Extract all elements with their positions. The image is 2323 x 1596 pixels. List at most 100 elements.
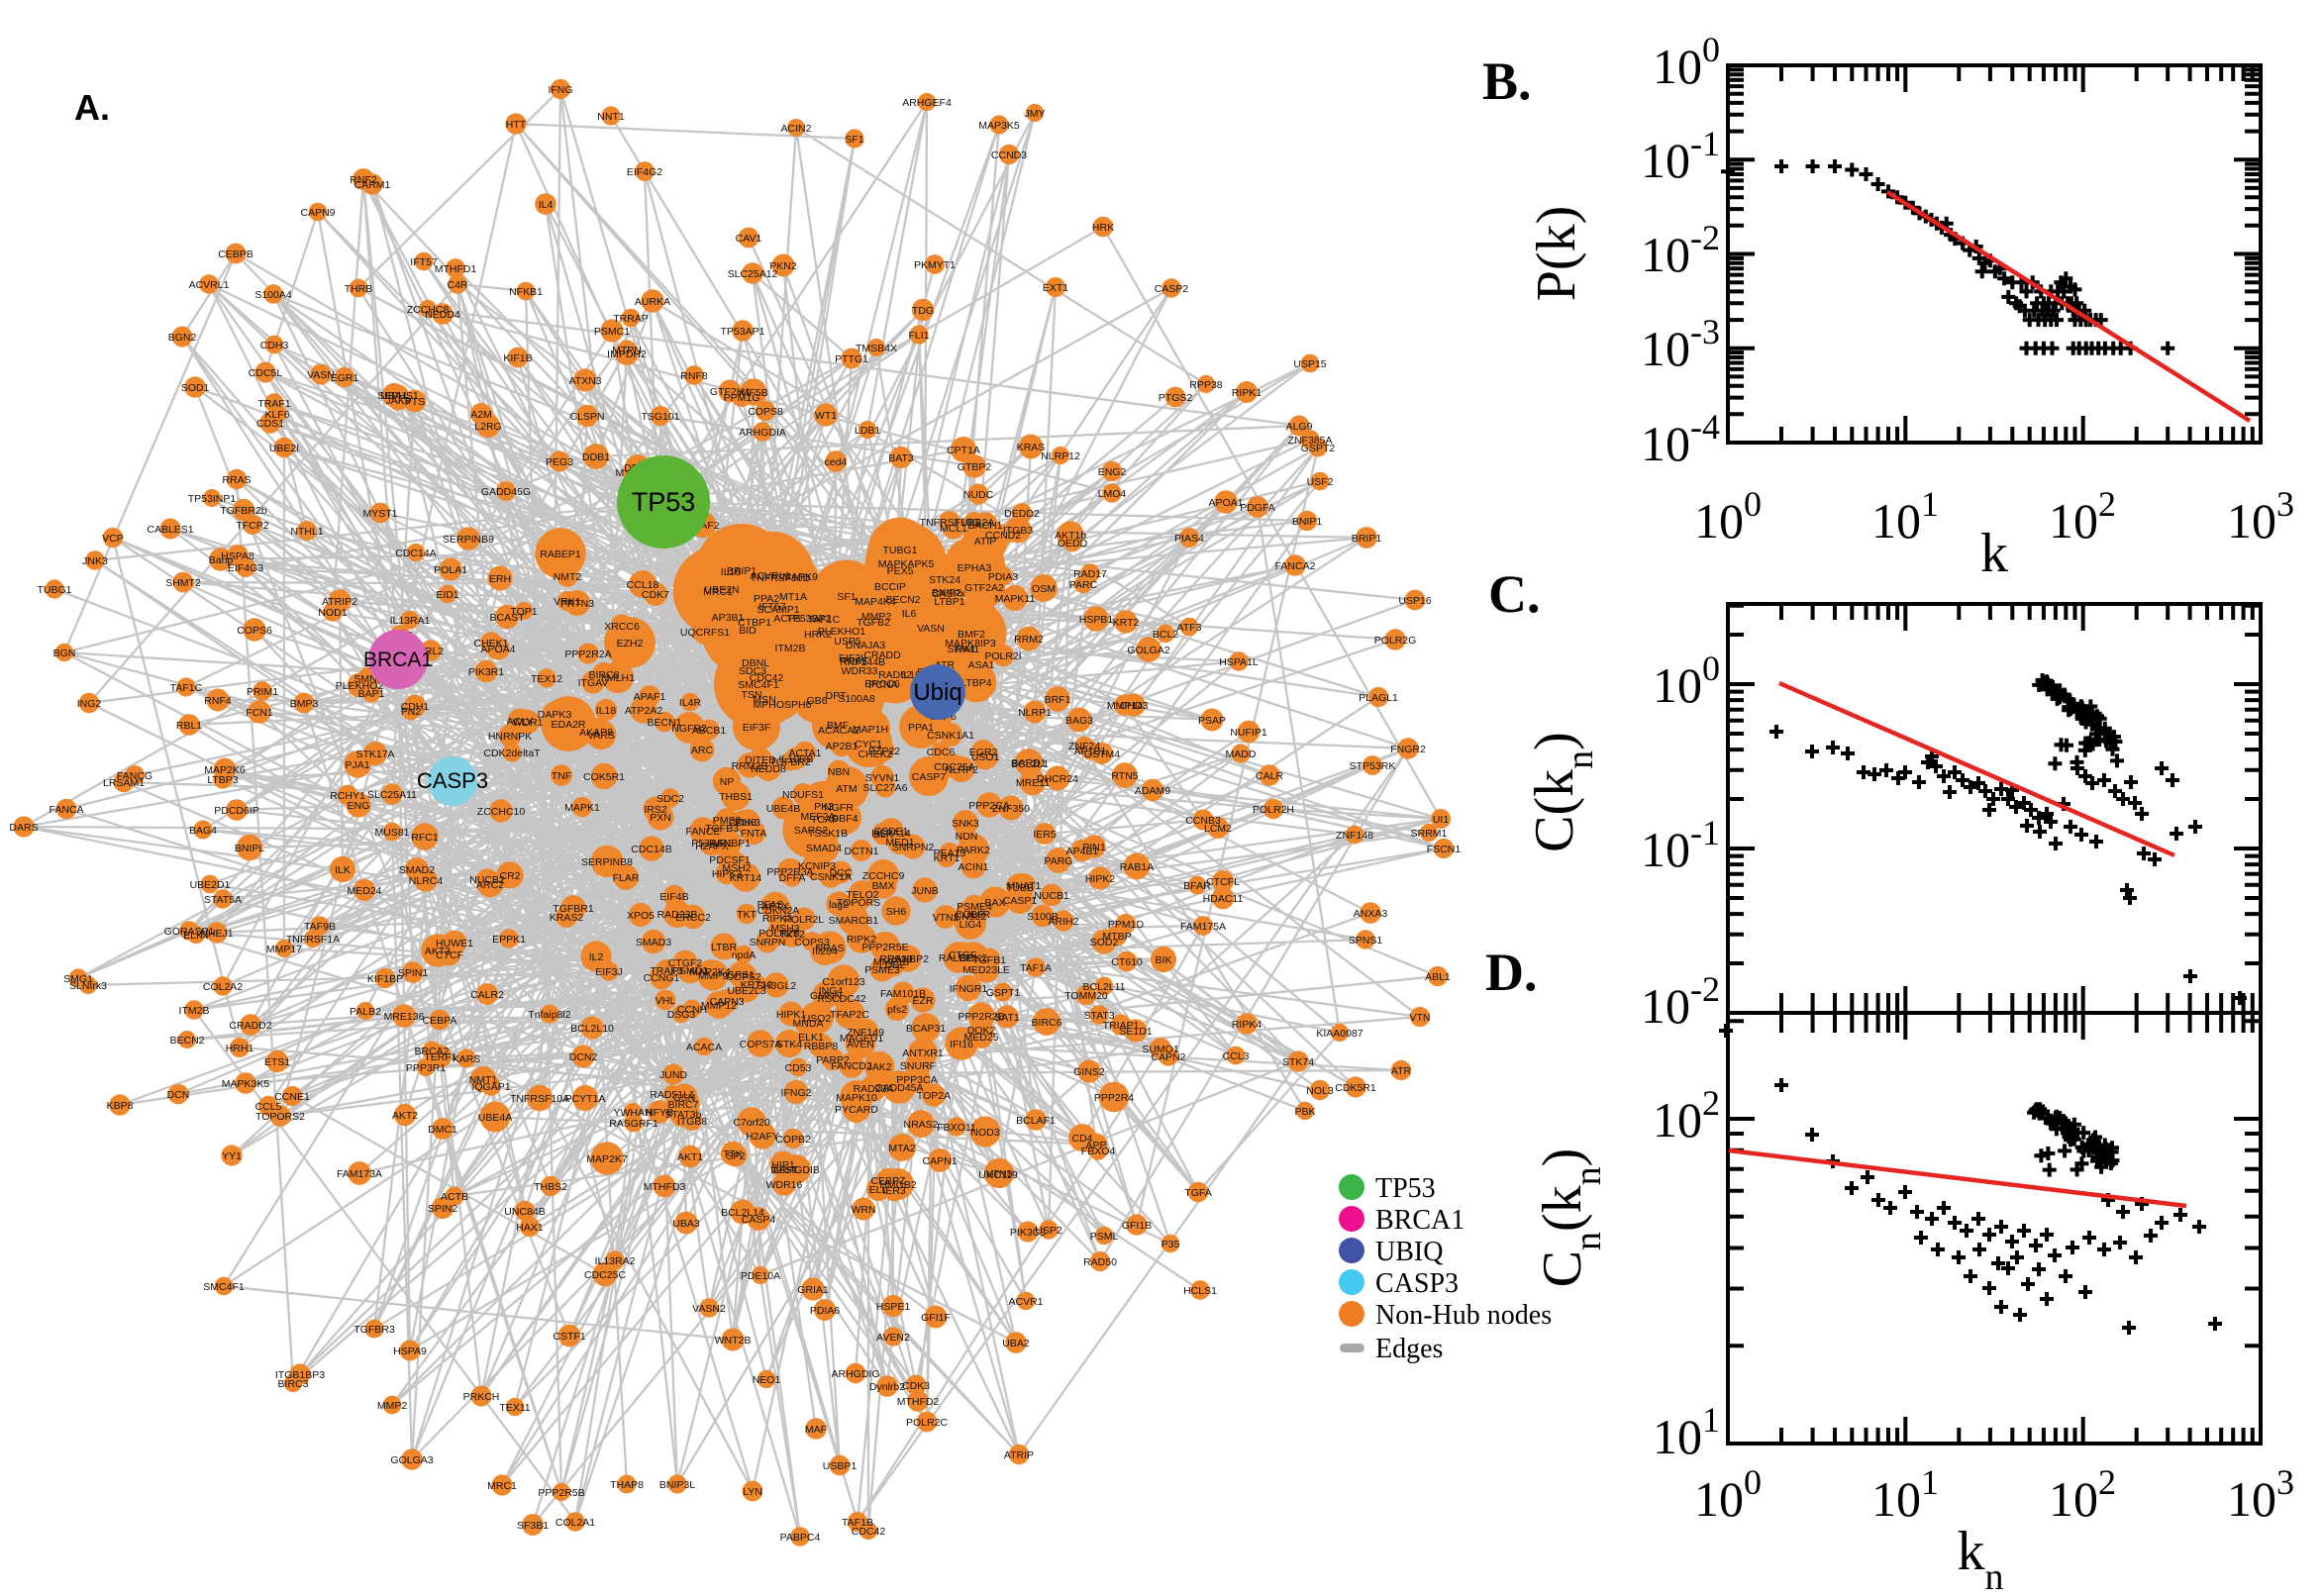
svg-text:Edges: Edges: [1375, 1334, 1443, 1364]
svg-text:SPNS1: SPNS1: [1349, 935, 1383, 947]
svg-text:PPP3R1: PPP3R1: [406, 1062, 446, 1074]
svg-text:SAT1: SAT1: [994, 1012, 1020, 1024]
svg-text:HTT: HTT: [506, 119, 527, 131]
svg-text:IL13RA2: IL13RA2: [595, 1255, 636, 1267]
svg-text:ATRIP2: ATRIP2: [322, 596, 357, 608]
svg-text:JAK3: JAK3: [385, 395, 410, 407]
svg-text:CAPN1: CAPN1: [922, 1155, 957, 1167]
svg-text:SNK3: SNK3: [952, 818, 979, 830]
svg-text:IFNG2: IFNG2: [781, 1087, 812, 1099]
svg-text:EIF4G3: EIF4G3: [228, 562, 263, 574]
svg-text:SERPINB9: SERPINB9: [443, 534, 494, 546]
svg-text:PEG3: PEG3: [546, 456, 573, 468]
svg-text:CEBPZ: CEBPZ: [870, 1175, 906, 1187]
svg-text:CPT1A: CPT1A: [947, 445, 980, 456]
svg-text:SMARCB1: SMARCB1: [829, 915, 879, 927]
svg-text:KIF1B: KIF1B: [503, 352, 532, 364]
svg-text:ced4: ced4: [825, 456, 848, 468]
svg-text:IL10: IL10: [721, 566, 742, 578]
svg-text:CHEK2: CHEK2: [858, 748, 892, 760]
svg-text:ERH: ERH: [489, 573, 511, 585]
svg-text:TNFRSF10A: TNFRSF10A: [510, 1093, 569, 1105]
svg-text:CASPx: CASPx: [932, 588, 966, 600]
svg-text:SLC25A11: SLC25A11: [367, 789, 417, 801]
svg-text:VASN: VASN: [917, 623, 945, 635]
svg-text:HNRNPK: HNRNPK: [488, 731, 532, 743]
svg-text:BGN2: BGN2: [168, 332, 197, 344]
svg-text:SMAD4: SMAD4: [806, 843, 842, 854]
svg-text:VCP: VCP: [102, 533, 124, 545]
svg-text:PDIA3: PDIA3: [988, 571, 1019, 583]
svg-text:BRCA2: BRCA2: [414, 1046, 449, 1057]
svg-text:NUCB2: NUCB2: [469, 874, 505, 886]
svg-text:COL2A2: COL2A2: [203, 981, 243, 993]
svg-text:C.: C.: [1488, 564, 1541, 624]
svg-text:MCL1: MCL1: [940, 523, 967, 535]
svg-text:LMO4: LMO4: [1098, 488, 1127, 500]
svg-text:RAD17: RAD17: [1073, 568, 1107, 580]
svg-text:BRF1: BRF1: [1045, 694, 1071, 706]
svg-text:AP1B1: AP1B1: [1074, 746, 1107, 757]
svg-text:TP53: TP53: [632, 487, 696, 517]
svg-text:TGFB2: TGFB2: [857, 617, 890, 629]
svg-text:KRT10: KRT10: [741, 979, 773, 991]
svg-text:MMP14: MMP14: [1107, 700, 1143, 712]
svg-text:APAF1: APAF1: [634, 691, 666, 703]
svg-text:CCNB3: CCNB3: [1185, 815, 1221, 827]
svg-text:CDC14B: CDC14B: [631, 844, 671, 855]
svg-text:CR2: CR2: [499, 870, 520, 882]
svg-text:CTBP1: CTBP1: [738, 617, 771, 629]
svg-text:BIK: BIK: [1156, 954, 1172, 966]
svg-text:LIG4: LIG4: [960, 919, 982, 931]
svg-text:VHL: VHL: [656, 995, 676, 1007]
svg-text:CDK2deltaT: CDK2deltaT: [483, 748, 541, 759]
svg-text:IL6R: IL6R: [968, 909, 991, 921]
svg-text:ANXA3: ANXA3: [1354, 908, 1388, 920]
svg-text:CDC5L: CDC5L: [249, 367, 283, 379]
svg-text:NFYB: NFYB: [646, 1107, 673, 1119]
svg-text:CSDE1: CSDE1: [873, 826, 908, 838]
svg-text:BCLAF1: BCLAF1: [1016, 1115, 1056, 1127]
svg-text:CHEK1: CHEK1: [473, 638, 508, 649]
svg-text:MAPK8IP3: MAPK8IP3: [945, 638, 996, 649]
svg-text:PEX5: PEX5: [887, 565, 914, 577]
svg-text:FSCN1: FSCN1: [1427, 844, 1462, 855]
svg-text:XPO5: XPO5: [627, 910, 655, 922]
svg-text:MAF: MAF: [805, 1424, 827, 1436]
svg-text:NEDD4: NEDD4: [425, 309, 460, 321]
svg-text:PLEKHO2: PLEKHO2: [336, 680, 384, 692]
svg-text:UBA1: UBA1: [380, 390, 408, 402]
svg-text:NOD3: NOD3: [970, 1127, 999, 1139]
svg-text:MAPK10: MAPK10: [836, 1092, 877, 1104]
svg-text:DCC: DCC: [830, 867, 853, 879]
svg-text:BCL2L11: BCL2L11: [1082, 981, 1125, 993]
svg-text:ARC: ARC: [691, 745, 714, 756]
svg-text:MAP1H: MAP1H: [853, 724, 888, 736]
svg-text:THBS1: THBS1: [719, 791, 753, 803]
svg-text:PKMYT1: PKMYT1: [914, 259, 956, 271]
svg-text:KLF6: KLF6: [264, 409, 289, 421]
svg-text:MED25: MED25: [963, 1032, 998, 1044]
svg-text:TOMM20: TOMM20: [1064, 990, 1108, 1002]
svg-text:TP63: TP63: [842, 655, 866, 667]
svg-text:LDB2: LDB2: [879, 959, 905, 971]
svg-text:ACIN2: ACIN2: [781, 123, 812, 135]
svg-text:CALR: CALR: [1256, 770, 1283, 782]
svg-text:UBE2D1: UBE2D1: [190, 879, 231, 891]
svg-text:CASP1: CASP1: [1003, 895, 1038, 907]
svg-text:PIK3C3: PIK3C3: [1010, 1227, 1046, 1239]
svg-text:PDGFA: PDGFA: [1240, 502, 1275, 514]
svg-text:AKT2: AKT2: [392, 1110, 418, 1122]
svg-text:JUND: JUND: [659, 1069, 687, 1081]
svg-text:POLR2C: POLR2C: [906, 1417, 948, 1429]
svg-text:HAX1: HAX1: [516, 1222, 544, 1234]
svg-text:PCYT1A: PCYT1A: [565, 1093, 606, 1105]
svg-text:CARM1: CARM1: [354, 179, 391, 191]
svg-text:ATR: ATR: [1391, 1065, 1412, 1077]
svg-text:EID1: EID1: [436, 589, 459, 601]
svg-text:PEA15: PEA15: [934, 848, 966, 859]
svg-text:BCAST: BCAST: [489, 612, 525, 624]
svg-text:ELK4: ELK4: [183, 930, 209, 942]
svg-text:VTN3: VTN3: [986, 1168, 1013, 1180]
svg-text:ACTB: ACTB: [441, 1191, 468, 1203]
